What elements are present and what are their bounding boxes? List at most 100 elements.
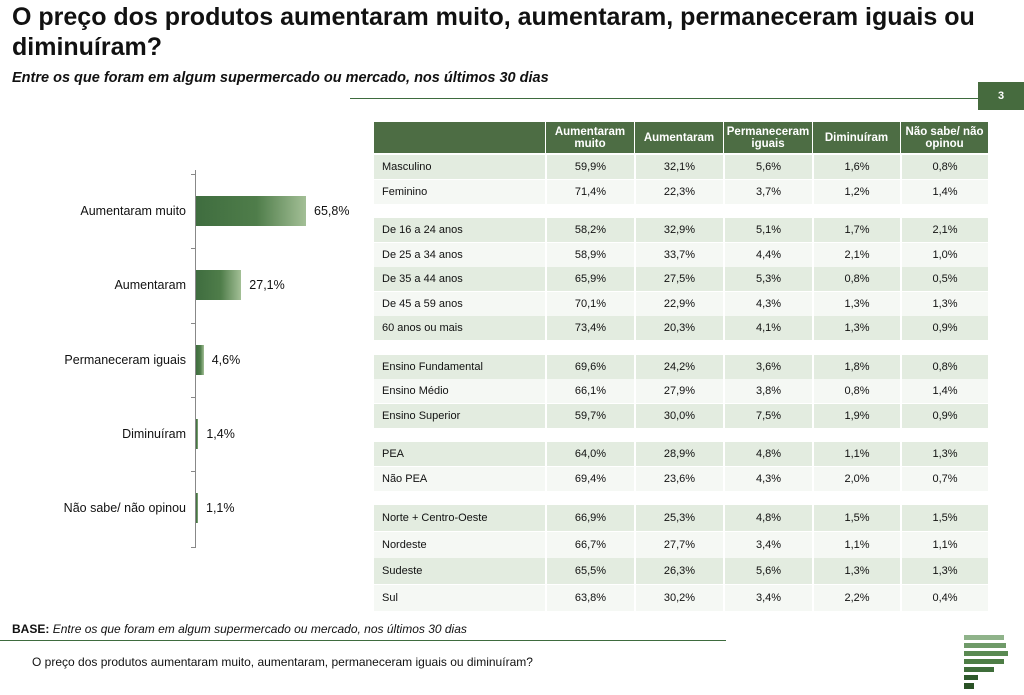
table-cell: 26,3%	[634, 558, 723, 584]
row-label: Masculino	[374, 155, 545, 179]
table-row: De 35 a 44 anos 65,9% 27,5% 5,3% 0,8% 0,5%	[374, 267, 988, 291]
table-row: Feminino 71,4% 22,3% 3,7% 1,2% 1,4%	[374, 179, 988, 204]
table-row: Ensino Fundamental 69,6% 24,2% 3,6% 1,8% 0,8%	[374, 354, 988, 379]
table-cell: 73,4%	[545, 316, 634, 340]
table-cell: 4,8%	[723, 442, 812, 466]
table-cell: 1,6%	[812, 155, 900, 179]
table-cell: 30,2%	[634, 584, 723, 611]
row-label: Sudeste	[374, 558, 545, 584]
row-label: Feminino	[374, 179, 545, 204]
table-cell: 1,3%	[900, 442, 988, 466]
bar-category-label: Permaneceram iguais	[64, 353, 186, 367]
bar-value-label: 27,1%	[249, 278, 285, 292]
table-cell: 64,0%	[545, 442, 634, 466]
table-cell: 59,7%	[545, 403, 634, 428]
table-cell: 27,9%	[634, 379, 723, 403]
bar-category-label: Diminuíram	[122, 427, 186, 441]
bar-category-label: Aumentaram muito	[80, 204, 186, 218]
row-label: Ensino Superior	[374, 403, 545, 428]
bar-category-label: Não sabe/ não opinou	[63, 501, 186, 515]
row-label: 60 anos ou mais	[374, 316, 545, 340]
base-note: BASE: Entre os que foram em algum superm…	[12, 622, 467, 636]
row-label: Ensino Médio	[374, 379, 545, 403]
table-cell: 3,4%	[723, 584, 812, 611]
table-row: 60 anos ou mais 73,4% 20,3% 4,1% 1,3% 0,9%	[374, 316, 988, 340]
axis-tick	[191, 471, 195, 472]
table-header-cell: Diminuíram	[812, 122, 900, 153]
table-cell: 1,3%	[812, 291, 900, 316]
row-label: De 35 a 44 anos	[374, 267, 545, 291]
bar-mark	[196, 419, 199, 449]
table-header-row: Aumentaram muito Aumentaram Permaneceram i…	[374, 122, 988, 153]
row-label: PEA	[374, 442, 545, 466]
table-cell: 22,3%	[634, 179, 723, 204]
table-cell: 2,1%	[812, 242, 900, 267]
table-cell: 7,5%	[723, 403, 812, 428]
axis-tick	[191, 397, 195, 398]
table-cell: 66,1%	[545, 379, 634, 403]
data-table: Aumentaram muito Aumentaram Permaneceram i…	[374, 122, 988, 611]
table-header-cell: Não sabe/ não opinou	[900, 122, 988, 153]
table-cell: 58,9%	[545, 242, 634, 267]
chart-axis	[195, 170, 196, 548]
group-spacer	[374, 491, 988, 505]
brand-logo-icon	[964, 635, 1008, 689]
table-cell: 1,2%	[812, 179, 900, 204]
table-cell: 3,6%	[723, 354, 812, 379]
table-row: Não PEA 69,4% 23,6% 4,3% 2,0% 0,7%	[374, 466, 988, 491]
table-cell: 5,6%	[723, 558, 812, 584]
table-cell: 1,5%	[900, 505, 988, 531]
table-row: Ensino Médio 66,1% 27,9% 3,8% 0,8% 1,4%	[374, 379, 988, 403]
table-cell: 22,9%	[634, 291, 723, 316]
table-cell: 0,5%	[900, 267, 988, 291]
axis-tick	[191, 174, 195, 175]
table-cell: 66,7%	[545, 531, 634, 558]
table-cell: 1,1%	[900, 531, 988, 558]
table-cell: 32,1%	[634, 155, 723, 179]
table-cell: 0,7%	[900, 466, 988, 491]
table-cell: 65,5%	[545, 558, 634, 584]
table-row: De 16 a 24 anos 58,2% 32,9% 5,1% 1,7% 2,1%	[374, 218, 988, 242]
table-cell: 70,1%	[545, 291, 634, 316]
row-label: De 45 a 59 anos	[374, 291, 545, 316]
table-cell: 3,8%	[723, 379, 812, 403]
table-cell: 4,3%	[723, 466, 812, 491]
table-cell: 27,7%	[634, 531, 723, 558]
page-title: O preço dos produtos aumentaram muito, a…	[12, 3, 975, 61]
table-header-cell: Aumentaram muito	[545, 122, 634, 153]
table-cell: 0,8%	[900, 155, 988, 179]
row-label: Ensino Fundamental	[374, 354, 545, 379]
table-header-cell: Permaneceram iguais	[723, 122, 812, 153]
base-label: BASE:	[12, 622, 50, 636]
footer-question: O preço dos produtos aumentaram muito, a…	[32, 655, 533, 669]
table-cell: 4,1%	[723, 316, 812, 340]
table-row: Norte + Centro-Oeste 66,9% 25,3% 4,8% 1,5% 1,…	[374, 505, 988, 531]
table-cell: 0,4%	[900, 584, 988, 611]
table-cell: 71,4%	[545, 179, 634, 204]
bar-mark	[196, 345, 204, 375]
bar-value-label: 65,8%	[314, 204, 350, 218]
axis-tick	[191, 248, 195, 249]
bar-category-label: Aumentaram	[114, 278, 186, 292]
row-label: Nordeste	[374, 531, 545, 558]
row-label: Não PEA	[374, 466, 545, 491]
row-label: De 25 a 34 anos	[374, 242, 545, 267]
table-row: PEA 64,0% 28,9% 4,8% 1,1% 1,3%	[374, 442, 988, 466]
table-cell: 4,8%	[723, 505, 812, 531]
table-cell: 66,9%	[545, 505, 634, 531]
bar-mark	[196, 196, 306, 226]
table-cell: 0,9%	[900, 403, 988, 428]
table-cell: 1,4%	[900, 379, 988, 403]
table-row: Nordeste 66,7% 27,7% 3,4% 1,1% 1,1%	[374, 531, 988, 558]
table-row: Sul 63,8% 30,2% 3,4% 2,2% 0,4%	[374, 584, 988, 611]
table-header-cell	[374, 122, 545, 153]
bar-mark	[196, 270, 242, 300]
table-cell: 30,0%	[634, 403, 723, 428]
table-cell: 1,3%	[900, 291, 988, 316]
group-spacer	[374, 341, 988, 355]
page-number-badge: 3	[978, 82, 1024, 110]
table-cell: 63,8%	[545, 584, 634, 611]
table-cell: 4,4%	[723, 242, 812, 267]
table-row: De 25 a 34 anos 58,9% 33,7% 4,4% 2,1% 1,0%	[374, 242, 988, 267]
table-cell: 2,1%	[900, 218, 988, 242]
